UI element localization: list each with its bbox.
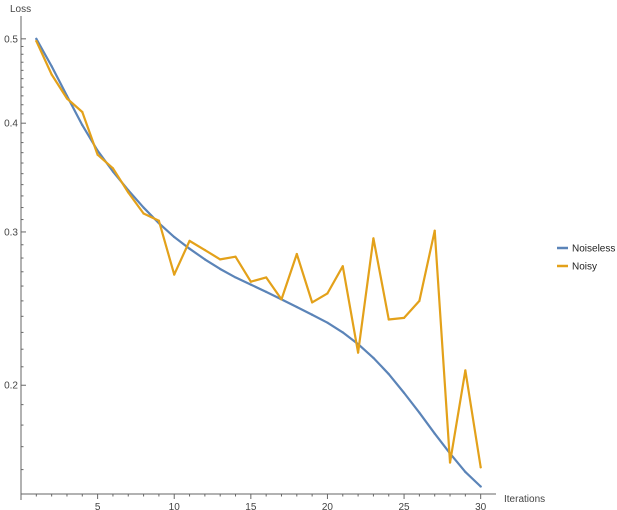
data-point-noiseless xyxy=(219,267,222,271)
data-point-noisy xyxy=(280,298,283,301)
data-point-noisy xyxy=(311,301,314,304)
data-point-noiseless xyxy=(249,283,252,286)
data-point-noiseless xyxy=(173,235,176,239)
data-point-noiseless xyxy=(372,356,375,359)
legend: Noiseless Noisy xyxy=(557,244,615,273)
data-point-noisy xyxy=(96,153,99,156)
data-point-noisy xyxy=(402,316,406,319)
data-point-noisy xyxy=(111,167,115,170)
data-point-noiseless xyxy=(265,290,268,294)
series-line-noiseless xyxy=(35,37,482,488)
y-tick-label: 0.2 xyxy=(4,381,18,392)
data-point-noiseless xyxy=(142,206,145,209)
data-point-noisy xyxy=(464,369,467,372)
data-point-noiseless xyxy=(387,372,390,376)
data-point-noisy xyxy=(81,110,84,114)
data-point-noiseless xyxy=(50,65,53,68)
data-point-noiseless xyxy=(295,305,298,309)
data-point-noisy xyxy=(249,280,252,283)
x-tick-label: 15 xyxy=(245,502,257,510)
legend-label-noiseless: Noiseless xyxy=(572,244,615,255)
data-point-noisy xyxy=(188,239,191,242)
data-point-noiseless xyxy=(203,258,206,261)
data-point-noiseless xyxy=(35,37,38,40)
data-point-noisy xyxy=(157,219,161,222)
data-point-noisy xyxy=(418,299,421,302)
x-axis-label: Iterations xyxy=(504,494,545,505)
axes: Loss Iterations xyxy=(10,4,545,505)
data-point-noisy xyxy=(50,73,53,76)
data-point-noisy xyxy=(295,252,298,256)
legend-label-noisy: Noisy xyxy=(572,262,597,273)
data-point-noisy xyxy=(127,191,130,194)
x-tick-label: 20 xyxy=(322,502,334,510)
series-lines xyxy=(35,37,482,488)
data-point-noisy xyxy=(234,255,237,258)
data-point-noisy xyxy=(326,292,329,295)
data-point-noiseless xyxy=(402,391,406,394)
data-point-noisy xyxy=(35,40,38,43)
data-point-noiseless xyxy=(234,276,237,279)
data-point-noiseless xyxy=(433,432,436,435)
data-point-noiseless xyxy=(464,470,467,474)
x-tick-label: 30 xyxy=(475,502,487,510)
x-tick-label: 5 xyxy=(95,502,101,510)
y-tick-label: 0.3 xyxy=(4,227,18,238)
data-point-noiseless xyxy=(188,247,191,250)
data-point-noisy xyxy=(265,276,268,279)
data-point-noisy xyxy=(203,248,206,252)
data-point-noiseless xyxy=(341,331,344,334)
y-axis-label: Loss xyxy=(10,4,31,15)
x-tick-label: 10 xyxy=(169,502,181,510)
y-tick-label: 0.5 xyxy=(4,34,18,45)
data-point-noisy xyxy=(142,212,145,215)
data-point-noisy xyxy=(65,97,69,100)
y-tick-label: 0.4 xyxy=(4,119,18,130)
data-point-noiseless xyxy=(479,485,482,488)
data-point-noisy xyxy=(356,351,360,354)
data-point-noisy xyxy=(448,461,452,464)
data-point-noiseless xyxy=(311,313,314,316)
data-point-noisy xyxy=(433,229,436,232)
data-point-noiseless xyxy=(326,321,329,324)
ticks: 5 10 15 20 25 30 0.2 0.3 0.4 0.5 xyxy=(4,34,487,510)
data-point-noisy xyxy=(173,273,176,276)
data-point-noisy xyxy=(479,466,482,469)
data-point-noisy xyxy=(219,258,222,261)
data-point-noisy xyxy=(341,265,344,268)
data-point-noisy xyxy=(372,237,375,240)
data-point-noisy xyxy=(387,318,390,321)
data-point-noiseless xyxy=(418,411,421,414)
series-line-noisy xyxy=(35,39,482,469)
data-point-noiseless xyxy=(81,123,84,127)
x-tick-label: 25 xyxy=(399,502,411,510)
